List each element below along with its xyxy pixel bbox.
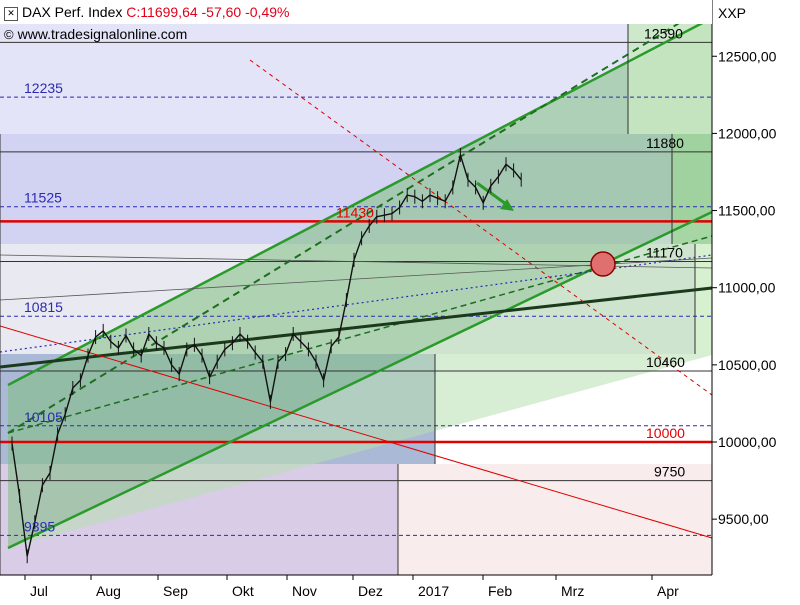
y-tick-label: 11000,00 bbox=[718, 280, 776, 296]
down-trend-line bbox=[0, 325, 713, 539]
level-label: 10460 bbox=[646, 354, 685, 370]
x-tick-label: Apr bbox=[657, 583, 679, 599]
x-tick-label: Mrz bbox=[561, 583, 584, 599]
x-tick-label: Sep bbox=[163, 583, 188, 599]
level-label: 11880 bbox=[646, 135, 684, 151]
index-name: DAX Perf. Index bbox=[22, 4, 123, 20]
y-tick-label: 12000,00 bbox=[718, 125, 777, 141]
header-band bbox=[0, 0, 712, 24]
zone-right-green-3 bbox=[695, 244, 712, 354]
level-label: 11170 bbox=[646, 244, 683, 260]
level-label: 9750 bbox=[654, 464, 685, 480]
level-label: 10000 bbox=[646, 425, 685, 441]
y-axis-symbol: XXP bbox=[718, 5, 746, 21]
highlight-marker bbox=[590, 251, 616, 277]
close-box-icon[interactable]: ✕ bbox=[4, 7, 18, 21]
y-tick-label: 10000,00 bbox=[718, 434, 777, 450]
channel-upper-line bbox=[7, 16, 713, 387]
quote-readout: C:11699,64 -57,60 -0,49% bbox=[126, 4, 290, 20]
y-tick-label: 11500,00 bbox=[718, 203, 776, 219]
source-line: © www.tradesignalonline.com bbox=[4, 26, 187, 42]
source-url[interactable]: www.tradesignalonline.com bbox=[17, 26, 188, 42]
channel-median-line bbox=[7, 235, 713, 434]
chart-title-bar: ✕ DAX Perf. Index C:11699,64 -57,60 -0,49… bbox=[4, 4, 289, 21]
x-tick-label: 2017 bbox=[418, 583, 449, 599]
x-tick-label: Aug bbox=[96, 583, 121, 599]
x-tick-label: Jul bbox=[30, 583, 48, 599]
y-tick-label: 9500,00 bbox=[718, 511, 769, 527]
level-label: 12590 bbox=[644, 25, 683, 41]
x-tick-label: Nov bbox=[292, 583, 317, 599]
y-tick-label: 12500,00 bbox=[718, 48, 777, 64]
down-trend-dashed bbox=[249, 59, 713, 396]
level-label: 9395 bbox=[24, 518, 55, 534]
x-tick-label: Feb bbox=[488, 583, 512, 599]
background-layer bbox=[0, 18, 712, 575]
x-tick-label: Okt bbox=[232, 583, 254, 599]
copyright-icon: © bbox=[4, 27, 14, 42]
y-tick-label: 10500,00 bbox=[718, 357, 777, 373]
price-line bbox=[11, 152, 522, 557]
trend-channel bbox=[8, 18, 712, 548]
arrow-head bbox=[500, 199, 514, 211]
level-label: 10815 bbox=[24, 299, 63, 315]
level-label: 11525 bbox=[24, 190, 62, 206]
level-label: 10105 bbox=[24, 409, 63, 425]
level-label: 11430 bbox=[336, 204, 374, 220]
x-tick-label: Dez bbox=[358, 583, 383, 599]
x-axis-panel bbox=[0, 576, 713, 600]
zone-bottom-pink bbox=[398, 464, 712, 575]
level-label: 12235 bbox=[24, 80, 63, 96]
y-axis-panel bbox=[713, 0, 800, 600]
channel-outer-line bbox=[7, 2, 713, 434]
price-series bbox=[11, 148, 522, 564]
